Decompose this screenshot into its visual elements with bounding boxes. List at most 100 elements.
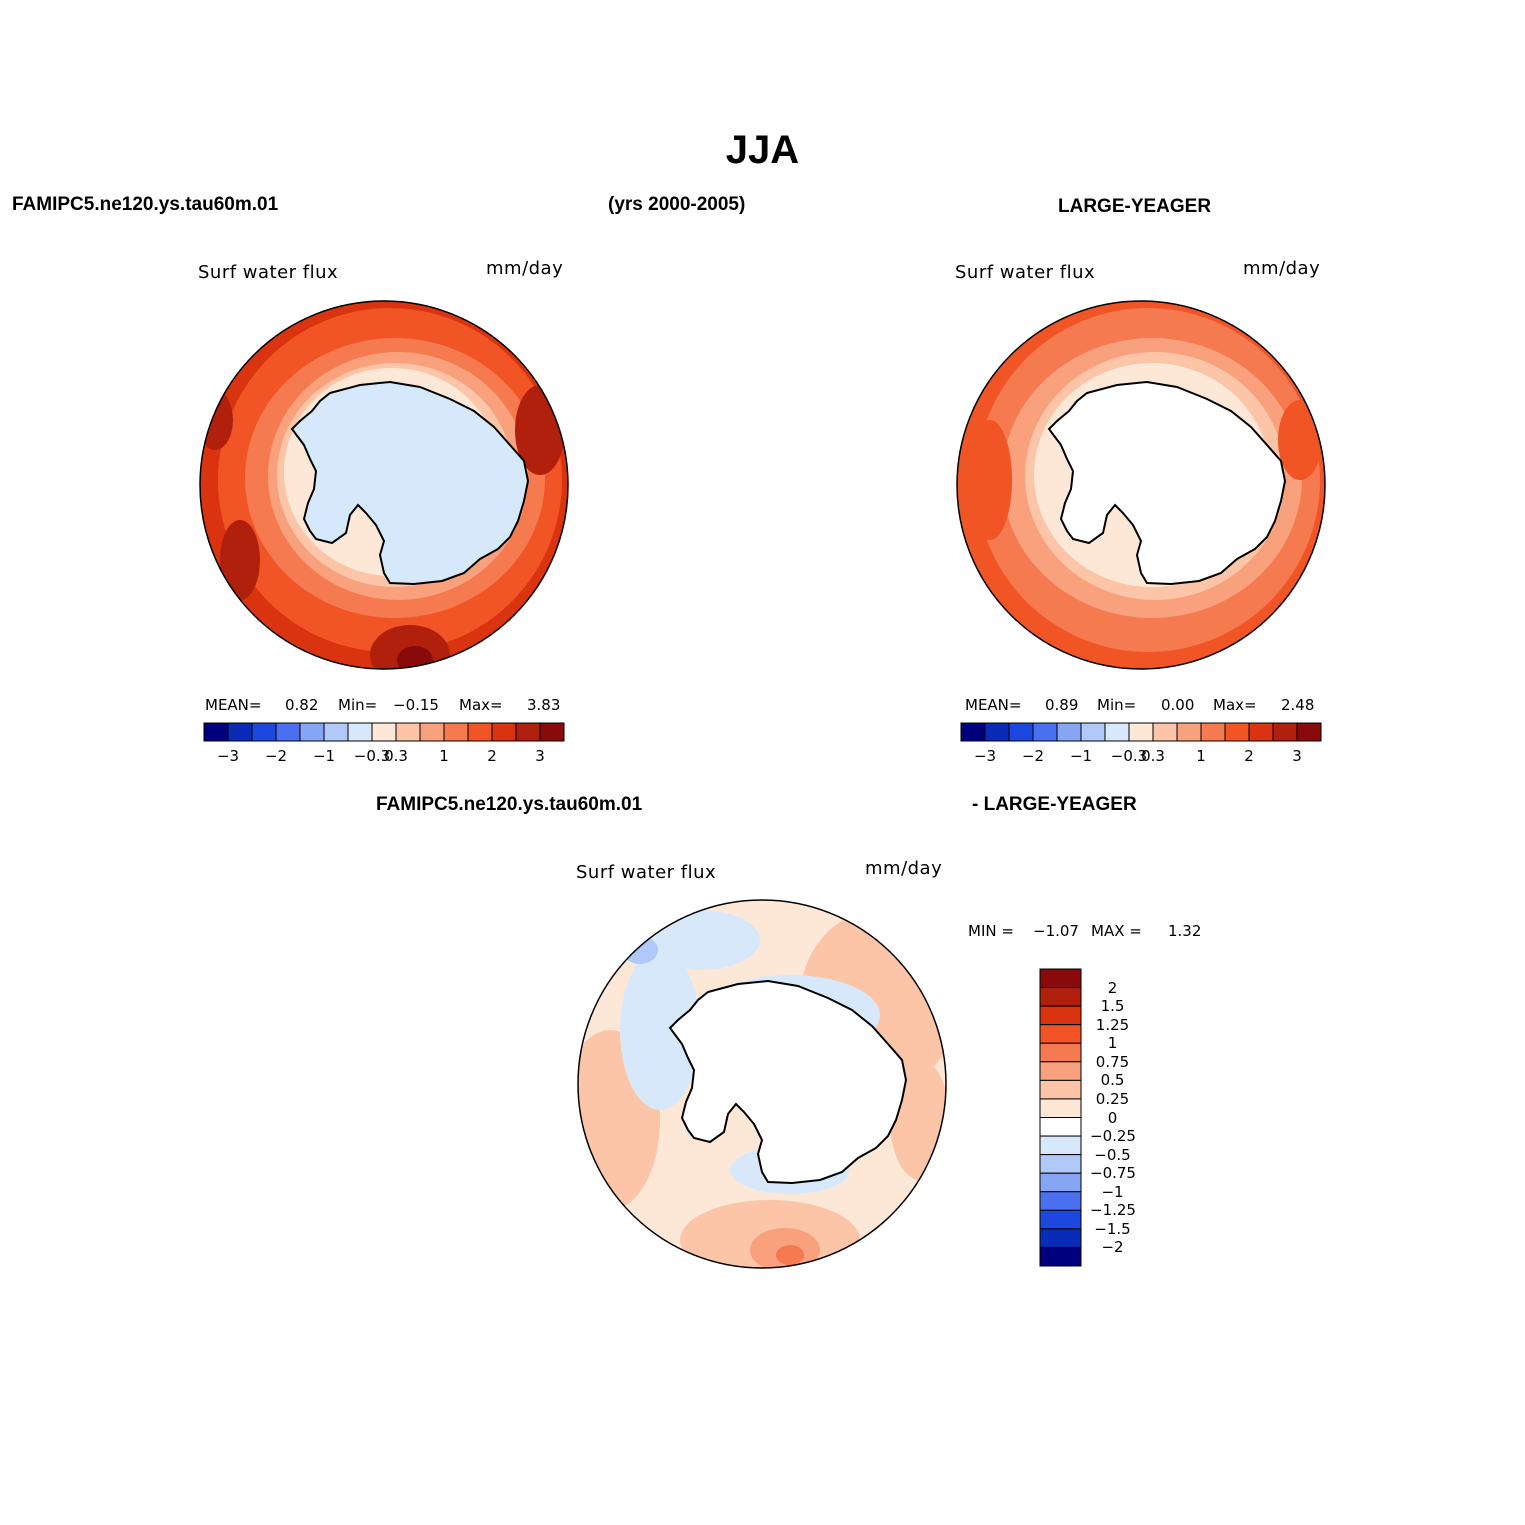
- colorbar-tick-label: −2: [264, 747, 288, 765]
- colorbar-tick-label: 0.3: [384, 747, 408, 765]
- colorbar-swatch: [491, 722, 517, 742]
- obs-mean-value: 0.89: [1045, 696, 1079, 714]
- obs-variable-label: Surf water flux: [955, 262, 1096, 283]
- diff-polar-map: [577, 899, 947, 1269]
- colorbar-tick-label: 0.3: [1141, 747, 1165, 765]
- years-header: (yrs 2000-2005): [608, 194, 746, 215]
- diff-max-label: MAX =: [1091, 922, 1142, 940]
- model-mean-label: MEAN=: [205, 696, 262, 714]
- colorbar-swatch: [347, 722, 373, 742]
- colorbar-swatch: [1039, 1135, 1082, 1156]
- colorbar-swatch: [1039, 968, 1082, 989]
- colorbar-swatch: [395, 722, 421, 742]
- colorbar-swatch: [1200, 722, 1226, 742]
- colorbar-swatch: [1248, 722, 1274, 742]
- model-mean-value: 0.82: [285, 696, 319, 714]
- colorbar-tick-label: −1: [1069, 747, 1093, 765]
- colorbar-swatch: [1039, 1079, 1082, 1100]
- obs-max-value: 2.48: [1281, 696, 1315, 714]
- colorbar-level-label: −1: [1101, 1182, 1124, 1201]
- colorbar-swatch: [251, 722, 277, 742]
- colorbar-swatch: [419, 722, 445, 742]
- colorbar-tick-label: −0.3: [353, 747, 391, 765]
- colorbar-tick-label: 2: [487, 747, 497, 765]
- colorbar-swatch: [960, 722, 986, 742]
- diff-obs-header: - LARGE-YEAGER: [972, 794, 1137, 815]
- colorbar-tick-label: 1: [1196, 747, 1206, 765]
- colorbar-swatch: [1039, 1228, 1082, 1248]
- colorbar-swatch: [1039, 1061, 1082, 1081]
- model-min-label: Min=: [338, 696, 378, 714]
- case-name-header: FAMIPC5.ne120.ys.tau60m.01: [12, 194, 279, 215]
- colorbar-swatch: [203, 722, 229, 742]
- colorbar-tick-label: 1: [439, 747, 449, 765]
- colorbar-swatch: [1224, 722, 1250, 742]
- colorbar-tick-label: −2: [1021, 747, 1045, 765]
- obs-mean-label: MEAN=: [965, 696, 1022, 714]
- colorbar-swatch: [1039, 987, 1082, 1007]
- obs-name-header: LARGE-YEAGER: [1058, 196, 1212, 217]
- colorbar-swatch: [1039, 1098, 1082, 1118]
- colorbar-swatch: [1176, 722, 1202, 742]
- colorbar-swatch: [371, 722, 397, 742]
- colorbar-swatch: [227, 722, 253, 742]
- obs-min-value: 0.00: [1161, 696, 1195, 714]
- colorbar-swatch: [1039, 1172, 1082, 1193]
- colorbar-swatch: [539, 722, 565, 742]
- model-units-label: mm/day: [486, 258, 564, 279]
- obs-colorbar: [960, 722, 1322, 742]
- colorbar-swatch: [1039, 1209, 1082, 1230]
- model-variable-label: Surf water flux: [198, 262, 339, 283]
- colorbar-swatch: [1032, 722, 1058, 742]
- colorbar-tick-label: −1: [312, 747, 336, 765]
- colorbar-swatch: [1039, 1117, 1082, 1137]
- colorbar-swatch: [1039, 1042, 1082, 1063]
- colorbar-level-label: −1.25: [1090, 1201, 1136, 1220]
- colorbar-level-label: 0: [1107, 1108, 1118, 1127]
- colorbar-swatch: [1296, 722, 1322, 742]
- colorbar-level-label: 1.25: [1095, 1015, 1130, 1034]
- figure-title: JJA: [725, 128, 800, 172]
- colorbar-tick-label: 2: [1244, 747, 1254, 765]
- diff-max-value: 1.32: [1168, 922, 1202, 940]
- colorbar-swatch: [467, 722, 493, 742]
- colorbar-swatch: [1039, 1191, 1082, 1211]
- model-max-label: Max=: [459, 696, 503, 714]
- colorbar-tick-label: −0.3: [1110, 747, 1148, 765]
- colorbar-level-label: 1: [1107, 1034, 1118, 1053]
- obs-polar-map: [956, 300, 1326, 670]
- colorbar-swatch: [1152, 722, 1178, 742]
- diff-min-label: MIN =: [968, 922, 1014, 940]
- obs-max-label: Max=: [1213, 696, 1257, 714]
- colorbar-swatch: [1039, 1246, 1082, 1267]
- diff-colorbar: [1039, 968, 1082, 1267]
- colorbar-level-label: −2: [1101, 1238, 1124, 1257]
- colorbar-swatch: [1056, 722, 1082, 742]
- colorbar-level-label: −1.5: [1094, 1219, 1131, 1238]
- model-min-value: −0.15: [393, 696, 439, 714]
- colorbar-swatch: [275, 722, 301, 742]
- colorbar-swatch: [1128, 722, 1154, 742]
- colorbar-level-label: 0.25: [1095, 1089, 1130, 1108]
- colorbar-swatch: [1272, 722, 1298, 742]
- colorbar-swatch: [1104, 722, 1130, 742]
- colorbar-swatch: [299, 722, 325, 742]
- diff-units-label: mm/day: [865, 858, 943, 879]
- colorbar-tick-label: −3: [216, 747, 240, 765]
- colorbar-tick-label: −3: [973, 747, 997, 765]
- colorbar-swatch: [984, 722, 1010, 742]
- colorbar-level-label: 1.5: [1100, 997, 1125, 1016]
- diff-case-header: FAMIPC5.ne120.ys.tau60m.01: [376, 794, 643, 815]
- diff-min-value: −1.07: [1033, 922, 1079, 940]
- colorbar-level-label: 0.75: [1095, 1052, 1130, 1071]
- colorbar-swatch: [323, 722, 349, 742]
- model-max-value: 3.83: [527, 696, 561, 714]
- colorbar-tick-label: 3: [535, 747, 545, 765]
- colorbar-level-label: −0.25: [1090, 1127, 1136, 1146]
- colorbar-level-label: 2: [1107, 978, 1118, 997]
- diff-variable-label: Surf water flux: [576, 862, 717, 883]
- colorbar-swatch: [1080, 722, 1106, 742]
- obs-min-label: Min=: [1097, 696, 1137, 714]
- colorbar-swatch: [1039, 1024, 1082, 1044]
